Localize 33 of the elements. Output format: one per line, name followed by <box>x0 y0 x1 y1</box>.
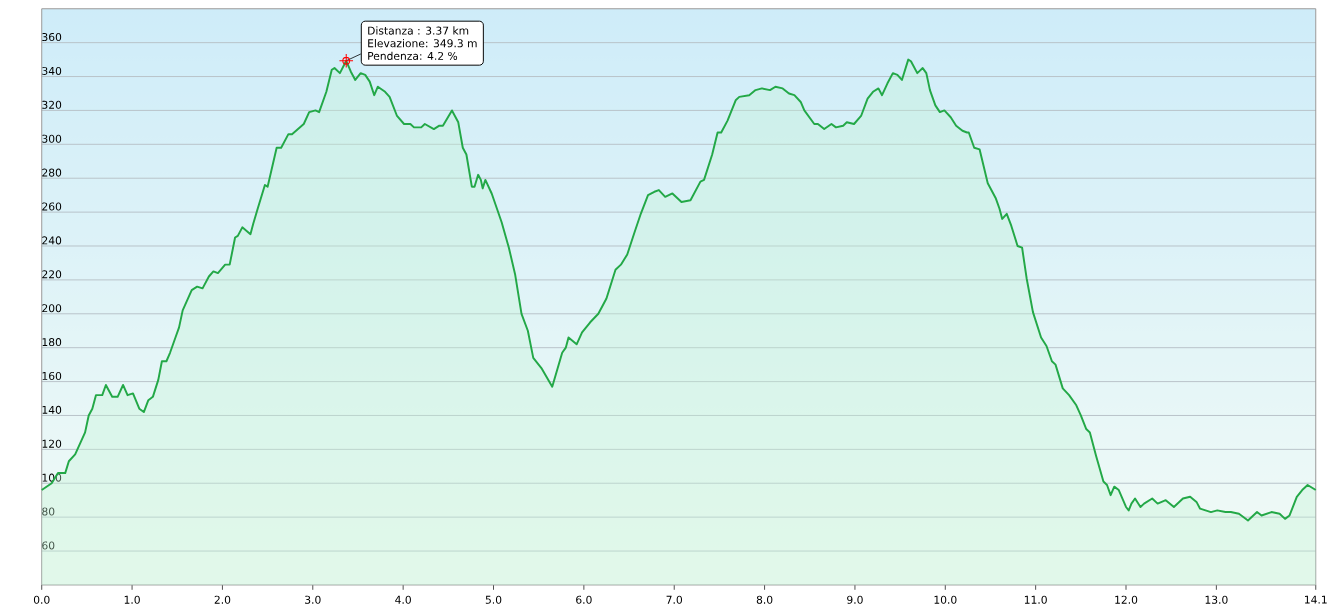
y-tick-label: 240 <box>42 236 62 245</box>
x-tick-label: 14.1 <box>1305 595 1327 604</box>
x-tick-label: 3.0 <box>305 595 321 604</box>
x-tick-label: 8.0 <box>756 595 773 604</box>
x-tick-label: 5.0 <box>485 595 502 604</box>
x-tick-label: 6.0 <box>576 595 592 604</box>
y-tick-label: 180 <box>42 337 62 347</box>
annotation: Distanza : 3.37 km <box>368 26 469 35</box>
y-tick-label: 360 <box>42 32 62 41</box>
y-tick-label: 300 <box>42 134 62 143</box>
y-tick-label: 80 <box>42 507 55 516</box>
y-tick-label: 120 <box>42 439 62 448</box>
annotation: Pendenza: 4.2 % <box>368 51 458 60</box>
y-tick-label: 160 <box>42 371 62 380</box>
x-tick-label: 12.0 <box>1115 595 1138 604</box>
x-tick-label: 10.0 <box>934 595 957 604</box>
annotation: Elevazione: 349.3 m <box>368 38 477 48</box>
y-tick-label: 280 <box>42 168 62 177</box>
x-tick-label: 13.0 <box>1205 595 1228 604</box>
y-tick-label: 200 <box>42 304 62 313</box>
y-tick-label: 140 <box>42 405 62 414</box>
x-tick-label: 0.0 <box>33 595 50 604</box>
y-tick-label: 260 <box>42 202 62 211</box>
y-tick-label: 340 <box>42 66 62 75</box>
x-tick-label: 9.0 <box>847 595 863 604</box>
x-tick-label: 2.0 <box>214 595 231 604</box>
x-tick-label: 4.0 <box>395 595 411 604</box>
y-tick-label: 60 <box>42 541 55 550</box>
x-tick-label: 1.0 <box>124 595 140 604</box>
x-tick-label: 11.0 <box>1024 595 1047 604</box>
x-tick-label: 7.0 <box>666 595 683 604</box>
y-tick-label: 320 <box>42 100 62 109</box>
y-tick-label: 220 <box>42 270 62 279</box>
